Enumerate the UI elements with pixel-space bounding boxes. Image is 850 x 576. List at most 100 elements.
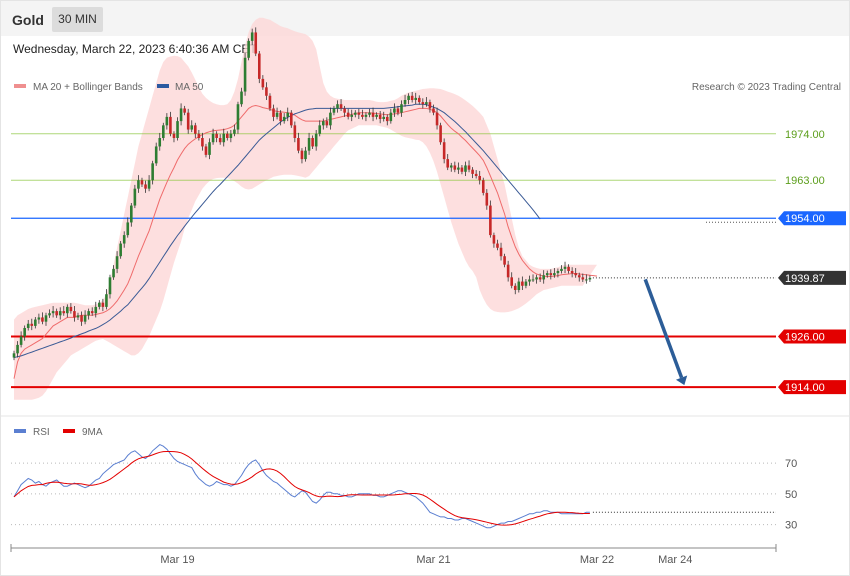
rsi-tick-label: 50 <box>785 489 797 501</box>
level-label-support: 1914.00 <box>785 382 825 394</box>
candle-body <box>12 353 16 358</box>
candle-body <box>574 273 577 276</box>
candle-body <box>535 277 538 280</box>
legend-swatch-9ma <box>63 429 75 433</box>
candle-body <box>439 125 442 143</box>
forecast-arrow-head <box>675 375 688 386</box>
candles <box>12 27 592 361</box>
candle-body <box>19 336 23 345</box>
candle-body <box>272 108 275 117</box>
candle-body <box>211 133 215 143</box>
level-tag-support <box>778 380 846 395</box>
candle-body <box>432 108 435 113</box>
candle-body <box>449 165 453 168</box>
forecast-arrow-shaft <box>643 278 684 379</box>
candle-body <box>41 317 44 322</box>
level-label-resistance: 1963.00 <box>785 175 825 187</box>
candle-body <box>293 125 297 138</box>
candle-body <box>499 247 503 257</box>
candle-body <box>414 97 418 100</box>
candle-body <box>453 165 457 170</box>
candle-body <box>457 167 460 170</box>
level-label-support: 1926.00 <box>785 331 825 343</box>
candle-body <box>275 112 279 117</box>
candle-body <box>151 163 154 181</box>
candle-body <box>474 173 478 176</box>
candle-body <box>563 266 567 269</box>
candle-body <box>581 277 585 280</box>
candle-body <box>407 95 410 100</box>
candle-body <box>30 323 34 326</box>
candle-body <box>503 256 506 265</box>
rsi-ma-line <box>13 451 590 526</box>
candle-body <box>378 114 382 119</box>
candle-body <box>250 32 254 41</box>
candle-body <box>297 138 300 151</box>
candle-body <box>531 279 535 281</box>
candle-body <box>339 104 343 109</box>
timeframe-badge[interactable]: 30 MIN <box>52 7 103 32</box>
candle-body <box>69 306 73 312</box>
candle-body <box>119 243 122 257</box>
level-label-pivot: 1954.00 <box>785 213 825 225</box>
bollinger-band-area <box>14 17 597 400</box>
candle-body <box>233 129 236 134</box>
candle-body <box>553 273 556 276</box>
candle-body <box>425 102 428 105</box>
candle-body <box>464 165 467 172</box>
candle-body <box>66 306 69 314</box>
candle-body <box>560 268 563 271</box>
candle-body <box>570 271 574 274</box>
candle-body <box>147 180 151 189</box>
candle-body <box>76 315 80 318</box>
candle-body <box>16 344 19 354</box>
candle-body <box>492 235 496 244</box>
candle-body <box>169 116 172 134</box>
candle-body <box>58 311 62 316</box>
candle-body <box>215 133 218 138</box>
candle-body <box>314 133 318 147</box>
level-label-resistance: 1974.00 <box>785 129 825 141</box>
last-price-tag <box>778 270 846 285</box>
candle-body <box>37 317 41 320</box>
candle-body <box>26 323 30 328</box>
candle-body <box>396 108 400 113</box>
candle-body <box>364 114 368 117</box>
candle-body <box>190 125 194 130</box>
candle-body <box>94 306 98 314</box>
candle-body <box>368 112 371 115</box>
candle-body <box>140 180 144 185</box>
candle-body <box>311 138 314 147</box>
instrument-title: Gold <box>12 12 44 28</box>
candle-body <box>393 108 396 113</box>
candle-body <box>279 112 282 122</box>
candle-body <box>549 273 553 276</box>
candle-body <box>108 277 112 295</box>
x-tick-label: Mar 22 <box>580 554 614 566</box>
candle-body <box>343 108 346 113</box>
candle-body <box>126 222 130 236</box>
candle-body <box>218 138 222 143</box>
candle-body <box>265 87 268 96</box>
candle-body <box>51 311 55 314</box>
bollinger-bands <box>14 17 597 400</box>
rsi-tick-label: 30 <box>785 520 797 532</box>
candle-body <box>112 268 115 278</box>
moving-averages <box>13 103 598 379</box>
candle-body <box>375 114 378 117</box>
candle-body <box>300 150 304 160</box>
candle-body <box>197 133 201 138</box>
candle-body <box>201 138 204 147</box>
candle-body <box>130 205 133 223</box>
candle-body <box>226 133 229 138</box>
candle-body <box>144 184 147 189</box>
candle-body <box>336 104 339 109</box>
candle-body <box>329 112 332 126</box>
candle-body <box>346 112 350 117</box>
candle-body <box>158 138 162 147</box>
ma50-line <box>13 103 541 359</box>
candle-body <box>261 78 265 88</box>
candle-body <box>208 142 211 155</box>
candle-body <box>307 138 311 151</box>
